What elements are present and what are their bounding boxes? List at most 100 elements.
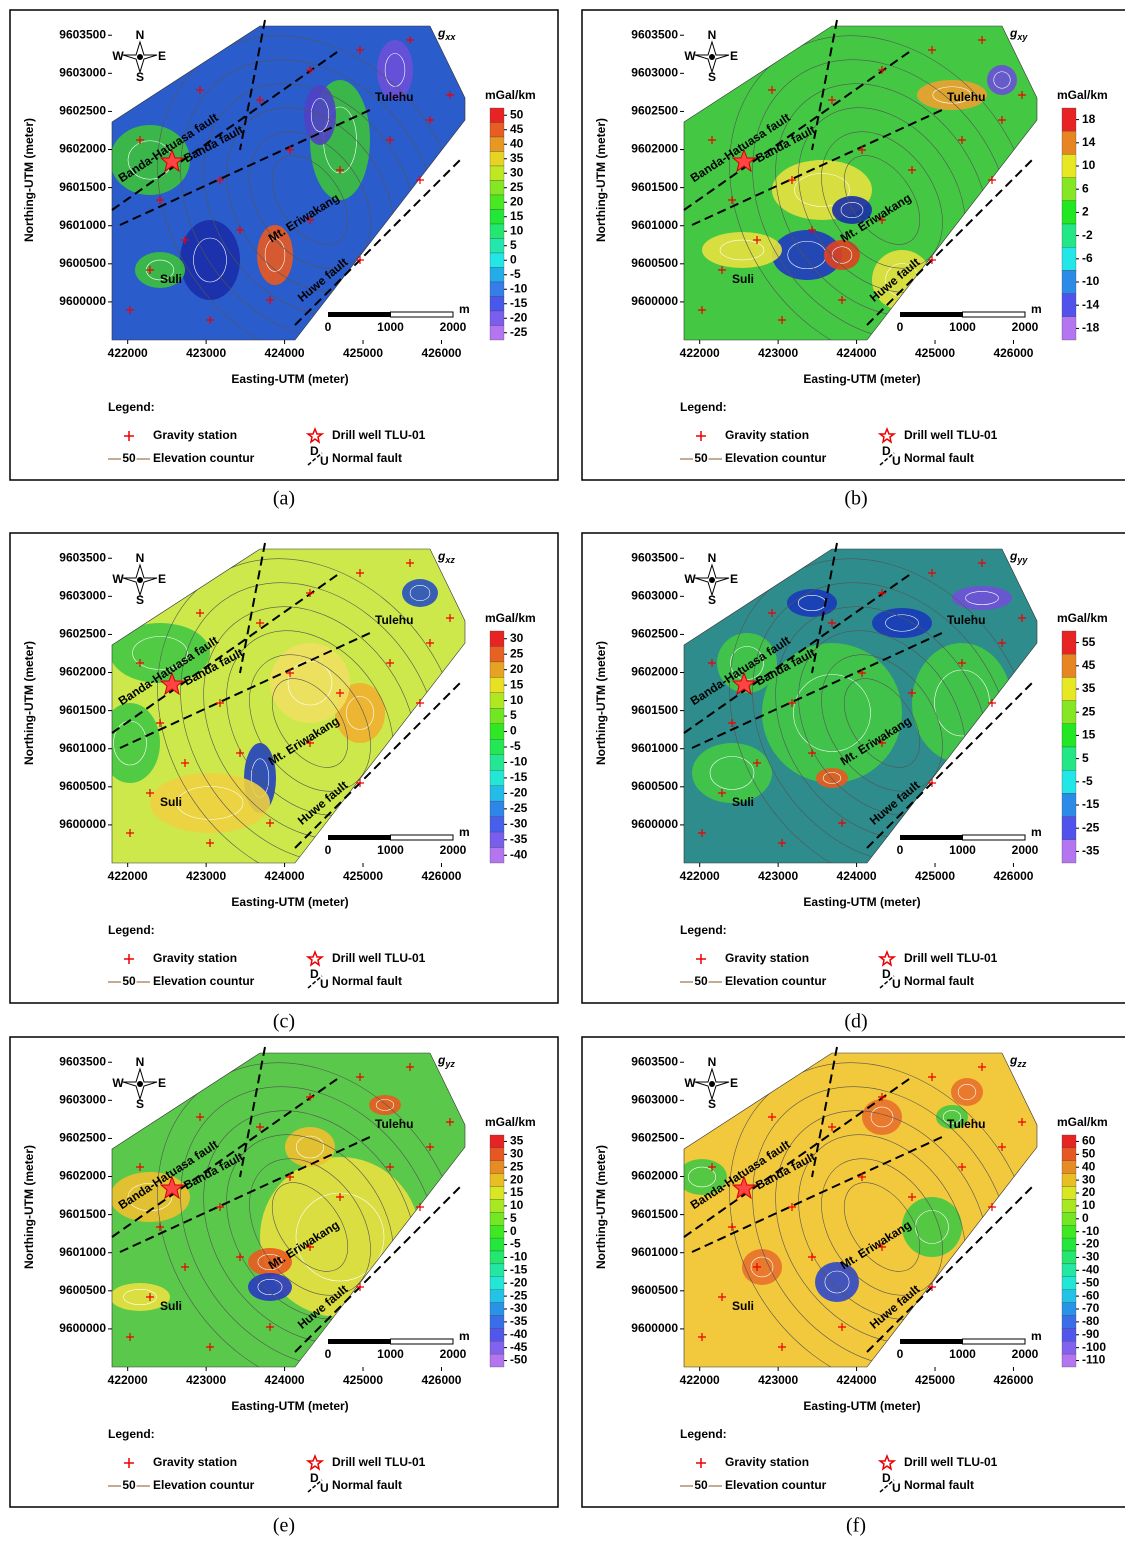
contour-line xyxy=(287,660,333,706)
elevation-contour xyxy=(271,1182,349,1272)
colorbar-label: -90 xyxy=(1082,1327,1100,1341)
contour-line xyxy=(709,756,755,790)
x-axis-title: Easting-UTM (meter) xyxy=(803,1399,920,1413)
gravity-station xyxy=(416,1203,424,1211)
contour-line xyxy=(730,646,764,680)
contour-line xyxy=(264,238,286,272)
legend-text: Gravity station xyxy=(153,1455,237,1469)
elevation-contour xyxy=(249,131,371,269)
compass-letter: W xyxy=(112,49,124,63)
gravity-station xyxy=(336,166,344,174)
colorbar-label: -100 xyxy=(1082,1340,1106,1354)
gravity-station xyxy=(196,1113,204,1121)
anomaly xyxy=(112,1283,170,1311)
legend-fault-u: U xyxy=(320,977,329,991)
colorbar-label: 0 xyxy=(510,1224,517,1238)
gravity-station xyxy=(306,66,314,74)
scale-bar-label: 2000 xyxy=(440,1347,467,1361)
colorbar-cell xyxy=(1061,200,1077,225)
y-axis-title: Northing-UTM (meter) xyxy=(22,118,36,242)
colorbar-label: -50 xyxy=(1082,1275,1100,1289)
contour-line xyxy=(384,53,406,87)
compass-letter: S xyxy=(136,593,144,607)
contour-line xyxy=(193,237,227,283)
gravity-station xyxy=(708,1163,716,1171)
gravity-station xyxy=(356,256,364,264)
colorbar-cell xyxy=(1061,1341,1077,1355)
drill-well xyxy=(159,1175,185,1200)
compass-letter: N xyxy=(708,28,717,42)
anomaly xyxy=(987,65,1017,95)
place-label: Tulehu xyxy=(375,613,413,627)
gravity-station xyxy=(988,1203,996,1211)
scale-bar-white xyxy=(962,834,1026,841)
map-outline xyxy=(683,548,1038,864)
colorbar-label: 5 xyxy=(510,708,517,722)
x-tick-label: 425000 xyxy=(343,1373,383,1387)
gravity-station xyxy=(406,36,414,44)
colorbar-cell xyxy=(489,1315,505,1329)
y-tick-label: 9601500 xyxy=(59,180,106,194)
gravity-station xyxy=(356,1073,364,1081)
colorbar-label: -20 xyxy=(510,310,528,324)
colorbar-cell xyxy=(1061,1160,1077,1174)
gravity-station xyxy=(181,759,189,767)
gravity-station xyxy=(698,306,706,314)
colorbar-cell xyxy=(1061,1353,1077,1368)
contour-line xyxy=(123,1289,157,1306)
colorbar-cell xyxy=(489,1276,505,1290)
colorbar-cell xyxy=(1061,154,1077,178)
fault-line xyxy=(111,49,341,211)
scale-bar-black xyxy=(900,1339,963,1344)
colorbar-label: -20 xyxy=(510,786,528,800)
gravity-station xyxy=(958,136,966,144)
gravity-station xyxy=(728,1223,736,1231)
gravity-station xyxy=(828,96,836,104)
panel-label: (c) xyxy=(273,1011,295,1033)
gravity-station xyxy=(356,569,364,577)
anomaly xyxy=(936,1105,968,1129)
colorbar-label: -35 xyxy=(510,1314,528,1328)
scale-bar-white xyxy=(962,1338,1026,1345)
gravity-station xyxy=(998,116,1006,124)
x-tick-label: 422000 xyxy=(108,346,148,360)
legend-text: Normal fault xyxy=(332,974,402,988)
colorbar-cell xyxy=(489,252,505,268)
colorbar-cell xyxy=(489,1160,505,1174)
gravity-station xyxy=(753,236,761,244)
legend-well-icon xyxy=(305,426,325,444)
anomaly xyxy=(112,703,160,783)
colorbar-label: -15 xyxy=(510,1263,528,1277)
gravity-station xyxy=(878,66,886,74)
contour-line xyxy=(824,1270,850,1294)
component-label: gzz xyxy=(1009,1053,1027,1069)
scale-bar-white xyxy=(390,311,454,318)
y-tick-label: 9602500 xyxy=(59,1131,106,1145)
place-label: Tulehu xyxy=(375,1117,413,1131)
gravity-station xyxy=(768,609,776,617)
legend-contour-sample: 50 xyxy=(122,1478,136,1492)
gravity-station xyxy=(718,266,726,274)
contour-line xyxy=(793,674,871,752)
y-tick-label: 9600500 xyxy=(631,256,678,270)
colorbar-cell xyxy=(489,847,505,864)
colorbar-label: -15 xyxy=(510,296,528,310)
legend-fault-d: D xyxy=(882,1471,891,1485)
x-tick-label: 425000 xyxy=(915,869,955,883)
colorbar-label: 0 xyxy=(1082,1211,1089,1225)
colorbar-cell xyxy=(489,754,505,771)
colorbar-cell xyxy=(489,800,505,817)
legend-title: Legend: xyxy=(108,1427,155,1441)
colorbar-label: 10 xyxy=(510,693,524,707)
gravity-station xyxy=(928,1073,936,1081)
elevation-contour xyxy=(249,654,371,792)
fault-line xyxy=(683,1076,913,1238)
anomaly-layer xyxy=(112,558,463,863)
legend-fault-d: D xyxy=(882,967,891,981)
colorbar-cell xyxy=(489,136,505,152)
gravity-station xyxy=(286,669,294,677)
colorbar-cell xyxy=(1061,131,1077,155)
x-tick-label: 424000 xyxy=(265,1373,305,1387)
colorbar-label: 45 xyxy=(510,122,524,136)
colorbar-label: 2 xyxy=(1082,205,1089,219)
